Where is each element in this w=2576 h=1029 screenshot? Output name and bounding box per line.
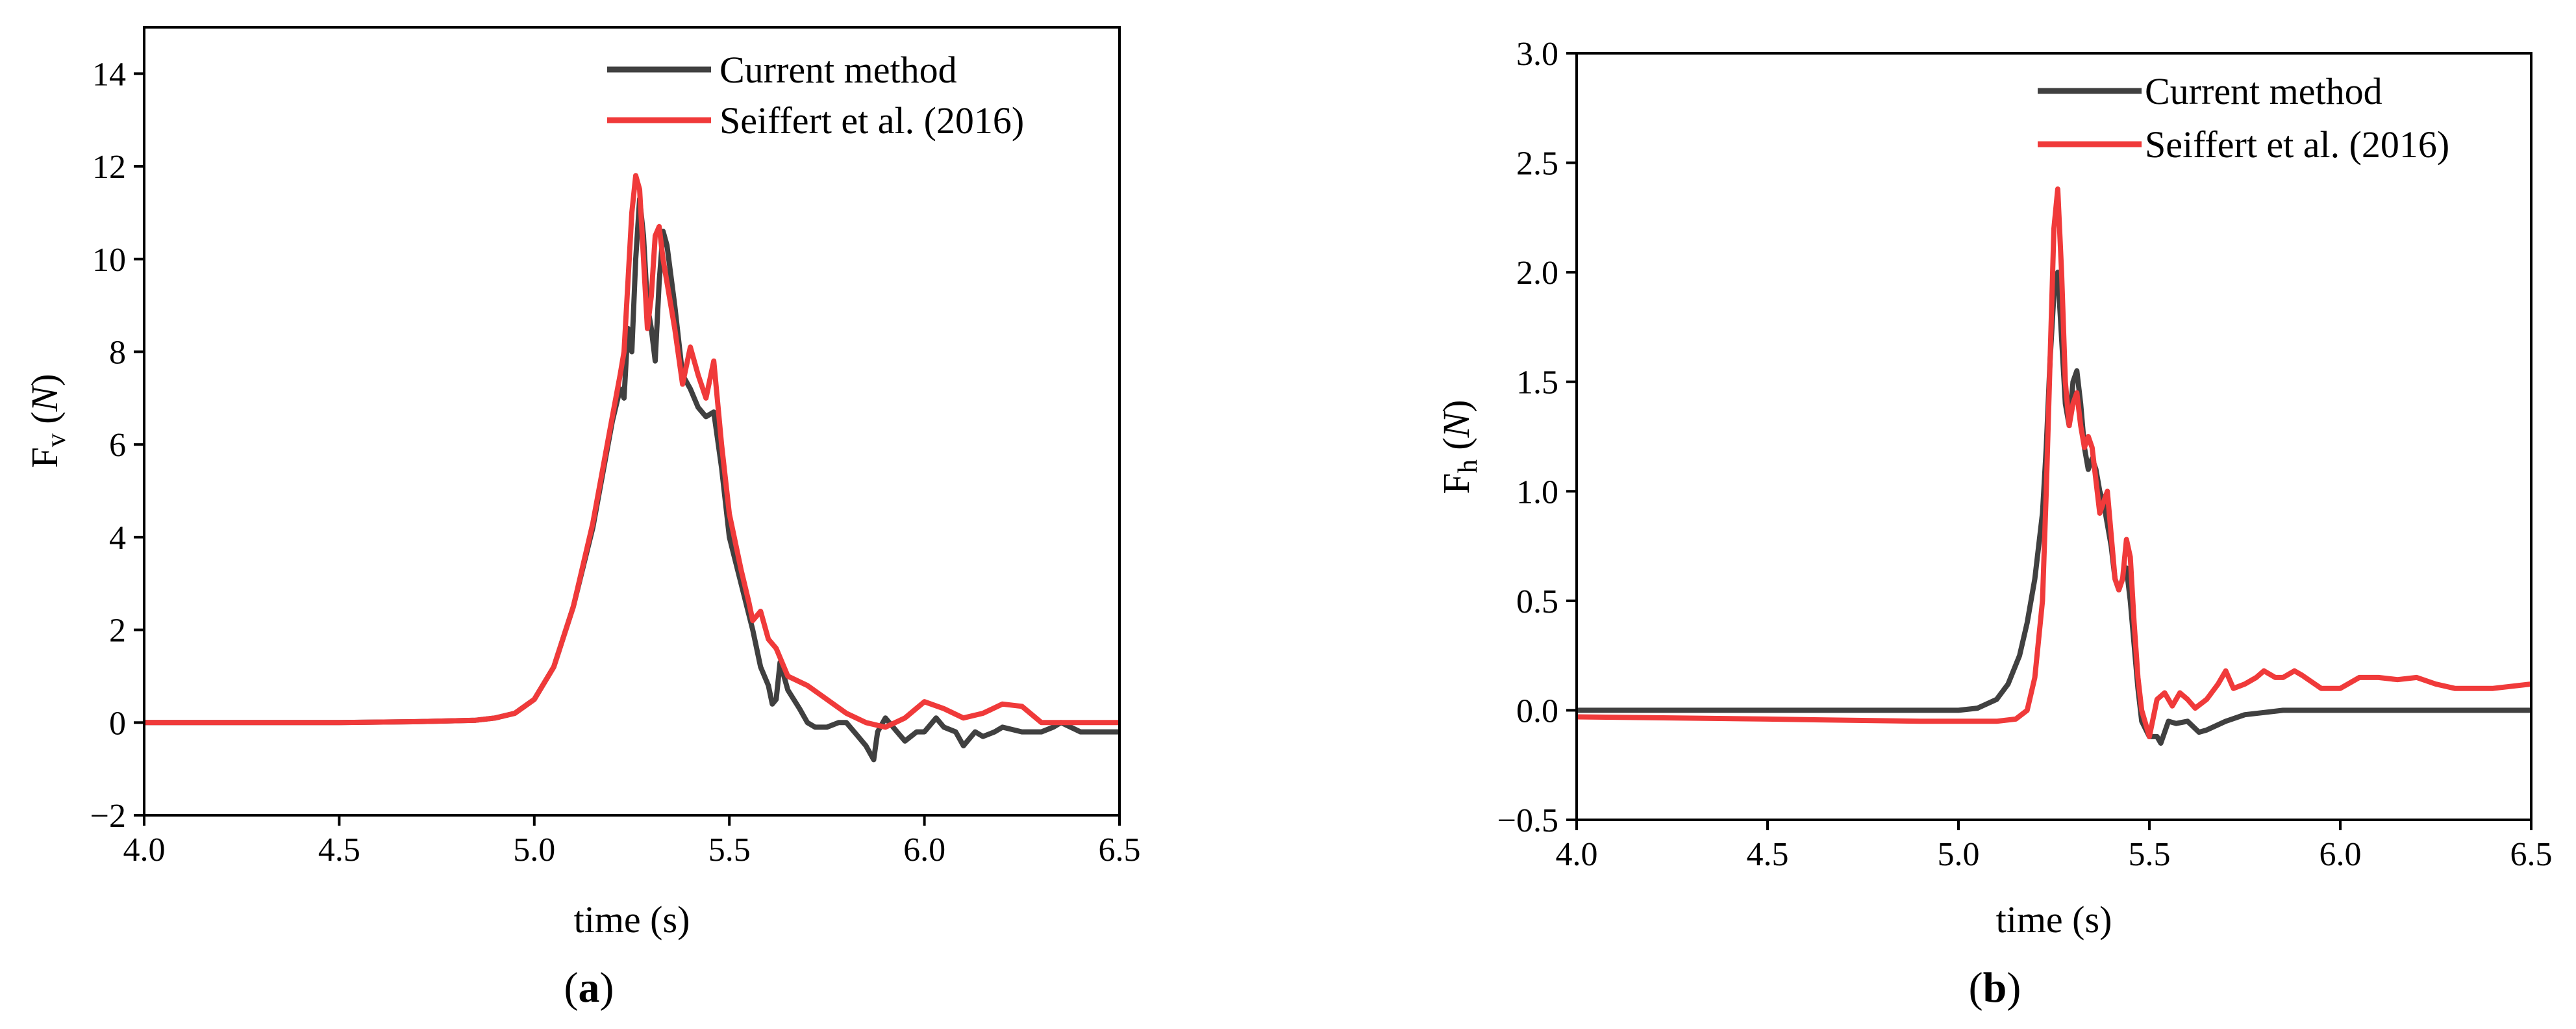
x-axis-label-a: time (s) — [574, 898, 690, 941]
y-axis-label-a: Fv (N) — [23, 374, 71, 468]
legend-label-current-a: Current method — [719, 49, 957, 91]
x-tick-label-a: 5.5 — [708, 832, 751, 869]
y-tick-label-a: 8 — [109, 334, 126, 371]
y-tick-label-b: 0.5 — [1516, 583, 1558, 620]
legend-label-seiffert-a: Seiffert et al. (2016) — [719, 99, 1024, 142]
caption-a: (a) — [564, 964, 614, 1011]
y-tick-label-b: 2.5 — [1516, 146, 1558, 183]
x-tick-label-b: 5.5 — [2129, 836, 2171, 873]
x-tick-label-b: 4.0 — [1556, 836, 1598, 873]
y-tick-label-b: 3.0 — [1516, 36, 1558, 73]
y-tick-label-a: −2 — [90, 798, 126, 835]
panel-b: 4.0 4.5 5.0 5.5 6.0 6.5 −0.5 0.0 0.5 1.0 1.5 2.0 2.… — [1435, 36, 2553, 1011]
x-axis-label-b: time (s) — [1996, 898, 2112, 941]
y-tick-label-a: 12 — [92, 149, 126, 186]
y-tick-label-b: 2.0 — [1516, 255, 1558, 292]
series-line-seiffert-b — [1577, 186, 2531, 739]
legend-label-seiffert-b: Seiffert et al. (2016) — [2145, 123, 2449, 166]
x-tick-label-a: 5.0 — [513, 832, 555, 869]
y-tick-label-b: −0.5 — [1497, 802, 1558, 839]
y-tick-label-b: 0.0 — [1516, 692, 1558, 730]
x-tick-label-b: 5.0 — [1938, 836, 1980, 873]
caption-b: (b) — [1969, 964, 2021, 1011]
x-tick-label-b: 4.5 — [1747, 836, 1789, 873]
plot-frame-b — [1575, 52, 2532, 821]
y-axis-label-b: Fh (N) — [1435, 400, 1483, 494]
x-tick-label-b: 6.0 — [2320, 836, 2362, 873]
y-tick-label-a: 2 — [109, 613, 126, 650]
y-tick-label-a: 10 — [92, 242, 126, 279]
panel-a: 4.0 4.5 5.0 5.5 6.0 6.5 −2 0 2 4 6 8 10 12 14 time (s… — [23, 26, 1141, 1011]
legend-label-current-b: Current method — [2145, 70, 2382, 112]
series-line-seiffert-a — [144, 173, 1119, 730]
y-tick-label-a: 4 — [109, 520, 126, 557]
y-tick-label-a: 6 — [109, 427, 126, 464]
x-tick-label-a: 6.5 — [1099, 832, 1141, 869]
y-tick-label-b: 1.5 — [1516, 364, 1558, 401]
series-line-current-method-a — [144, 196, 1119, 763]
x-tick-label-b: 6.5 — [2510, 836, 2553, 873]
x-tick-label-a: 6.0 — [903, 832, 945, 869]
series-line-current-method-b — [1577, 270, 2531, 746]
y-tick-label-b: 1.0 — [1516, 474, 1558, 511]
plot-frame-a — [143, 26, 1121, 817]
x-tick-label-a: 4.0 — [123, 832, 166, 869]
y-tick-label-a: 14 — [92, 56, 126, 93]
legend-a: Current method Seiffert et al. (2016) — [607, 49, 1024, 142]
x-tick-label-a: 4.5 — [318, 832, 360, 869]
y-tick-label-a: 0 — [109, 705, 126, 742]
legend-b: Current method Seiffert et al. (2016) — [2038, 70, 2449, 166]
